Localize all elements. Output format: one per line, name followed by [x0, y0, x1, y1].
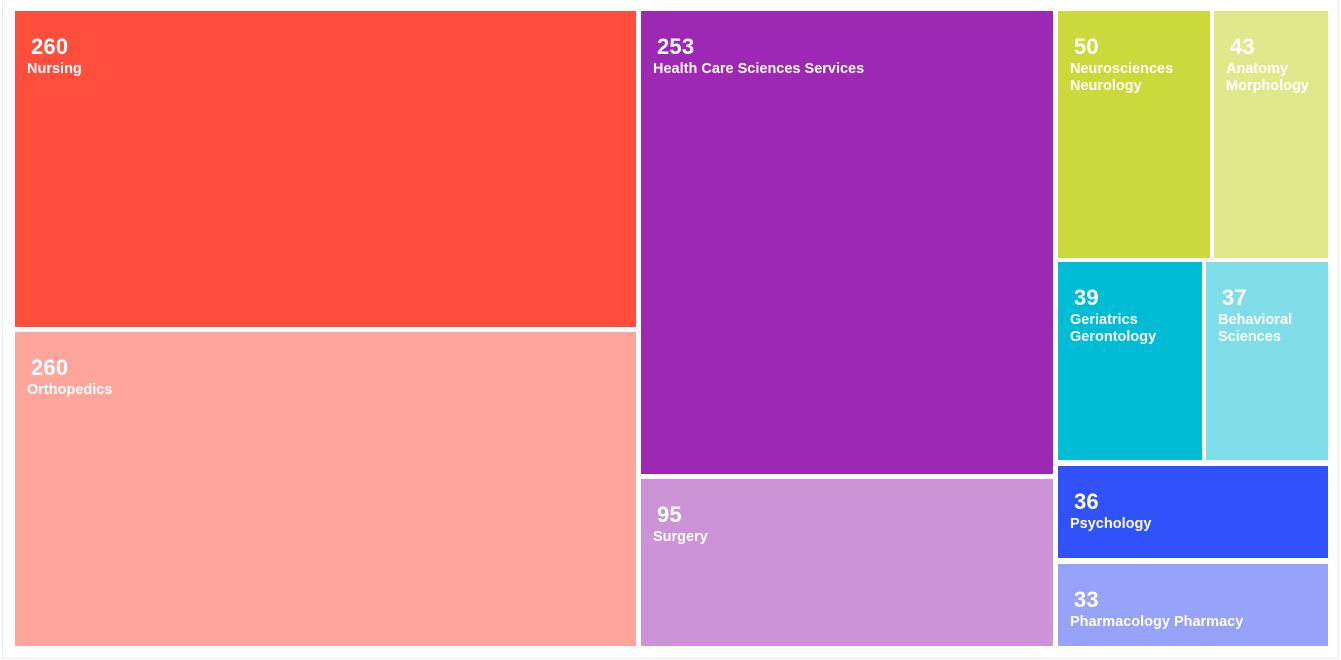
node-value: 253: [657, 34, 695, 59]
node-label: Psychology: [1070, 515, 1152, 532]
treemap-node-health-care-sciences-services[interactable]: 253 Health Care Sciences Services: [641, 11, 1053, 474]
node-label: Orthopedics: [27, 381, 113, 398]
node-label: Neurosciences Neurology: [1070, 60, 1174, 95]
node-label: Anatomy Morphology: [1226, 60, 1309, 95]
treemap-node-orthopedics[interactable]: 260 Orthopedics: [15, 332, 636, 646]
treemap-node-pharmacology-pharmacy[interactable]: 33 Pharmacology Pharmacy: [1058, 564, 1328, 646]
node-label: Surgery: [653, 528, 708, 545]
treemap-node-anatomy-morphology[interactable]: 43 Anatomy Morphology: [1214, 11, 1328, 258]
node-label: Pharmacology Pharmacy: [1070, 613, 1244, 630]
node-value: 260: [31, 355, 69, 380]
treemap-node-neurosciences-neurology[interactable]: 50 Neurosciences Neurology: [1058, 11, 1210, 258]
node-label: Behavioral Sciences: [1218, 311, 1293, 346]
node-value: 36: [1074, 489, 1099, 514]
node-value: 95: [657, 502, 682, 527]
node-value: 260: [31, 34, 69, 59]
treemap-node-surgery[interactable]: 95 Surgery: [641, 479, 1053, 646]
node-value: 39: [1074, 285, 1099, 310]
node-value: 43: [1230, 34, 1255, 59]
node-label: Health Care Sciences Services: [653, 60, 865, 77]
node-value: 50: [1074, 34, 1099, 59]
node-value: 33: [1074, 587, 1099, 612]
node-label: Nursing: [27, 60, 82, 77]
treemap-node-psychology[interactable]: 36 Psychology: [1058, 466, 1328, 558]
node-label: Geriatrics Gerontology: [1070, 311, 1157, 346]
treemap-node-nursing[interactable]: 260 Nursing: [15, 11, 636, 327]
treemap-node-geriatrics-gerontology[interactable]: 39 Geriatrics Gerontology: [1058, 262, 1202, 460]
treemap-node-behavioral-sciences[interactable]: 37 Behavioral Sciences: [1206, 262, 1328, 460]
node-value: 37: [1222, 285, 1247, 310]
